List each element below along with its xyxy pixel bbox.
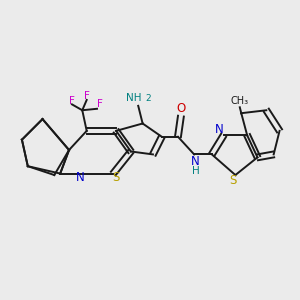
Text: F: F (84, 91, 90, 100)
Text: N: N (76, 172, 84, 184)
Text: O: O (176, 102, 185, 115)
Text: N: N (191, 155, 200, 168)
Text: F: F (69, 96, 75, 106)
Text: NH: NH (126, 94, 142, 103)
Text: H: H (192, 166, 200, 176)
Text: F: F (97, 99, 103, 110)
Text: 2: 2 (146, 94, 151, 103)
Text: CH₃: CH₃ (231, 96, 249, 106)
Text: S: S (112, 172, 120, 184)
Text: S: S (229, 174, 236, 188)
Text: N: N (215, 123, 224, 136)
